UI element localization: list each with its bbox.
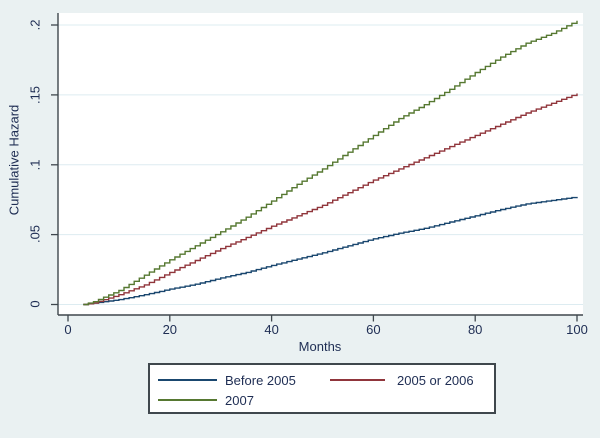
legend-label-2007: 2007 (225, 393, 254, 408)
legend-label-2005-or-2006: 2005 or 2006 (397, 373, 474, 388)
y-tick-label-05: .05 (27, 224, 43, 244)
legend-line-2007 (158, 399, 217, 401)
legend-line-before-2005 (158, 379, 217, 381)
y-tick-label-0: 0 (27, 300, 43, 308)
x-tick-label-80: 80 (467, 322, 483, 337)
x-tick-label-100: 100 (566, 322, 588, 337)
x-tick-label-40: 40 (264, 322, 279, 337)
legend: Before 2005 2005 or 2006 2007 (148, 363, 496, 414)
x-tick-label-60: 60 (366, 322, 381, 337)
y-tick-label-1: .1 (27, 159, 43, 171)
x-axis-title: Months (298, 339, 342, 354)
legend-label-before-2005: Before 2005 (225, 373, 296, 388)
y-tick-label-15: .15 (27, 85, 43, 105)
x-tick-label-0: 0 (64, 322, 72, 337)
x-tick-label-20: 20 (162, 322, 178, 337)
legend-line-2005-or-2006 (330, 379, 385, 381)
y-tick-label-2: .2 (27, 19, 43, 31)
y-axis-title: Cumulative Hazard (6, 104, 22, 216)
